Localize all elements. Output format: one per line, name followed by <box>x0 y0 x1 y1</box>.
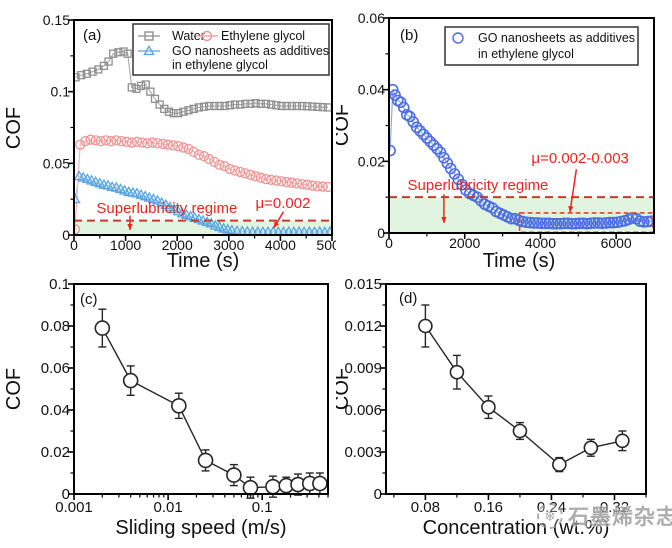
series-cof-vs-concentration <box>418 304 630 473</box>
svg-text:0.02: 0.02 <box>358 153 385 169</box>
panel-letter: (b) <box>400 27 418 44</box>
svg-text:0.012: 0.012 <box>344 318 382 335</box>
svg-text:0: 0 <box>385 235 393 251</box>
svg-text:0: 0 <box>374 486 382 503</box>
y-axis-label: COF <box>3 107 25 149</box>
svg-text:0: 0 <box>70 237 78 253</box>
legend: GO nanosheets as additives in ethylene gl… <box>444 26 639 66</box>
svg-text:0.003: 0.003 <box>344 444 382 461</box>
superlubricity-region <box>74 220 332 235</box>
svg-text:0.15: 0.15 <box>43 12 70 28</box>
panel-letter: (c) <box>80 291 98 308</box>
svg-text:0.001: 0.001 <box>55 499 93 516</box>
panel-d-cof-vs-concentration: 0.08 0.16 0.24 0.32 0 0.003 0.006 0.009 0.012 0.0… <box>331 274 672 548</box>
x-axis-label: Time (s) <box>483 250 556 272</box>
series-cof-vs-speed <box>94 308 328 499</box>
svg-text:GO nanosheets as additives: GO nanosheets as additives <box>478 31 635 45</box>
svg-text:0.24: 0.24 <box>537 499 566 516</box>
svg-text:0: 0 <box>377 225 385 241</box>
svg-text:0.009: 0.009 <box>344 360 382 377</box>
svg-text:0.1: 0.1 <box>252 499 273 516</box>
svg-text:0.06: 0.06 <box>358 10 385 26</box>
x-axis-label: Sliding speed (m/s) <box>115 517 286 539</box>
axes: 0.08 0.16 0.24 0.32 0 0.003 0.006 0.009 0.012 0.0… <box>344 276 647 516</box>
series-water <box>73 47 333 118</box>
svg-text:in ethylene glycol: in ethylene glycol <box>478 47 574 61</box>
svg-text:3000: 3000 <box>213 237 244 253</box>
panel-b-chart: Superlubricity regime μ=0.002-0.003 0 2000 4… <box>331 10 655 272</box>
svg-text:6000: 6000 <box>601 235 632 251</box>
mu-label: μ=0.002 <box>256 195 311 212</box>
y-axis-label: COF <box>3 368 25 410</box>
panel-letter: (d) <box>399 290 417 307</box>
svg-text:4000: 4000 <box>265 237 296 253</box>
svg-text:2000: 2000 <box>162 237 193 253</box>
panel-c-chart: 0.001 0.01 0.100.020.040.060.080.1Sliding … <box>3 276 329 539</box>
svg-text:0.04: 0.04 <box>41 402 70 419</box>
svg-text:0.06: 0.06 <box>41 360 70 377</box>
svg-text:0: 0 <box>62 227 70 243</box>
svg-text:0.32: 0.32 <box>600 499 629 516</box>
superlubricity-label: Superlubricity regime <box>408 177 549 194</box>
panel-b-cof-vs-time-go-nanosheets: Superlubricity regime μ=0.002-0.003 0 2000 4… <box>331 0 672 274</box>
svg-text:0.16: 0.16 <box>474 499 503 516</box>
svg-text:4000: 4000 <box>525 235 556 251</box>
y-axis-label: COF <box>336 368 353 410</box>
x-axis-label: Concentration (wt.%) <box>423 517 610 539</box>
svg-text:0.01: 0.01 <box>154 499 183 516</box>
svg-text:in ethylene glycol: in ethylene glycol <box>172 58 268 72</box>
panel-c-cof-vs-sliding-speed: 0.001 0.01 0.1 0 0.02 0.04 0.06 0.08 0.1 Sliding … <box>0 274 336 548</box>
svg-text:2000: 2000 <box>449 235 480 251</box>
svg-text:0.015: 0.015 <box>344 276 382 293</box>
svg-text:0.02: 0.02 <box>41 444 70 461</box>
axes: 0 2000 4000 6000 0 0.02 0.04 0.06 <box>358 10 632 251</box>
svg-text:0.08: 0.08 <box>411 499 440 516</box>
svg-text:0.006: 0.006 <box>344 402 382 419</box>
x-axis-label: Time (s) <box>167 250 240 272</box>
axes: 0.001 0.01 0.1 0 0.02 0.04 0.06 0.08 0.1 <box>41 276 329 516</box>
superlubricity-label: Superlubricity regime <box>96 200 237 217</box>
svg-text:Water: Water <box>172 29 205 43</box>
panel-d-chart: 0.08 0.16 0.24 0.32 0 0.003 0.006 0.009 0.012 0.0… <box>331 276 647 539</box>
series-go-nanosheets <box>388 83 655 230</box>
svg-text:0.1: 0.1 <box>51 84 71 100</box>
svg-text:1000: 1000 <box>110 237 141 253</box>
svg-text:Ethylene glycol: Ethylene glycol <box>221 29 305 43</box>
mu-label: μ=0.002-0.003 <box>531 150 628 167</box>
svg-text:0.05: 0.05 <box>43 155 70 171</box>
svg-text:0.1: 0.1 <box>49 276 70 293</box>
panel-letter: (a) <box>83 27 101 44</box>
series-ethylene-glycol <box>73 134 333 235</box>
panel-a-chart: Superlubricity regime μ=0.002 0 1000 2000 300… <box>3 12 348 272</box>
y-axis-label: COF <box>336 104 353 146</box>
svg-text:0.08: 0.08 <box>41 318 70 335</box>
svg-text:0: 0 <box>62 486 70 503</box>
svg-text:0.04: 0.04 <box>358 82 385 98</box>
panel-a-cof-vs-time-three-lubricants: Superlubricity regime μ=0.002 0 1000 2000 300… <box>0 0 348 274</box>
svg-text:GO nanosheets as additives: GO nanosheets as additives <box>172 44 329 58</box>
